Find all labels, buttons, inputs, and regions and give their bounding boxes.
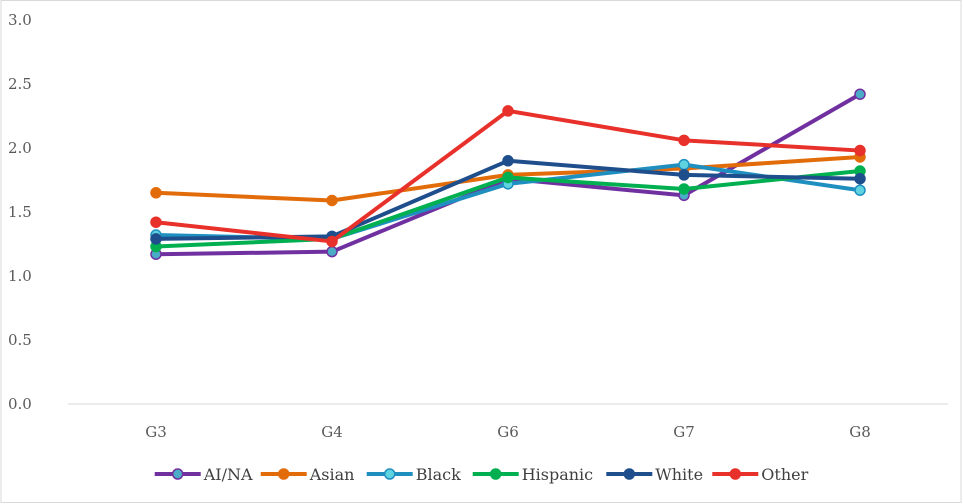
- legend-label: Black: [416, 465, 461, 484]
- legend-item-hispanic: Hispanic: [472, 465, 593, 484]
- data-point-white: [678, 169, 690, 181]
- y-tick-label: 0.0: [8, 395, 32, 413]
- data-point-hispanic: [502, 171, 514, 184]
- x-tick-label: G7: [673, 423, 695, 441]
- data-point-other: [326, 235, 338, 248]
- legend-label: White: [655, 465, 703, 484]
- data-point-other: [854, 144, 866, 157]
- x-tick-label: G3: [145, 423, 167, 441]
- series-layer: [150, 88, 866, 260]
- legend-item-black: Black: [366, 465, 461, 484]
- x-tick-label: G8: [849, 423, 871, 441]
- legend-label: Other: [761, 465, 808, 484]
- legend-swatch-marker: [489, 468, 502, 480]
- data-point-black: [678, 158, 690, 171]
- legend-swatch-marker: [277, 468, 290, 480]
- legend-swatch-marker: [729, 468, 742, 480]
- series-other: [150, 105, 866, 248]
- y-tick-label: 2.5: [8, 75, 32, 93]
- data-point-white: [150, 233, 162, 245]
- legend-item-asian: Asian: [260, 465, 355, 484]
- legend: AI/NA Asian Black Hispanic White Other: [154, 465, 809, 484]
- data-point-black: [854, 184, 866, 196]
- data-point-white: [502, 155, 514, 167]
- legend-item-other: Other: [712, 465, 809, 484]
- data-point-ai-na: [326, 245, 338, 258]
- legend-label: Hispanic: [522, 465, 593, 484]
- y-tick-label: 1.5: [8, 203, 32, 221]
- legend-label: Asian: [309, 465, 355, 484]
- legend-item-white: White: [606, 465, 703, 484]
- y-tick-label: 3.0: [8, 11, 32, 29]
- legend-swatch-marker: [383, 468, 396, 480]
- data-point-other: [502, 105, 514, 117]
- data-point-asian: [150, 187, 162, 199]
- legend-label: AI/NA: [203, 465, 253, 484]
- data-point-ai-na: [854, 88, 866, 100]
- legend-swatch-marker: [171, 468, 184, 480]
- x-tick-label: G4: [321, 423, 343, 441]
- legend-item-ai-na: AI/NA: [154, 465, 253, 484]
- data-point-white: [854, 172, 866, 185]
- data-point-other: [678, 134, 690, 147]
- y-tick-label: 1.0: [8, 267, 32, 285]
- y-tick-label: 2.0: [8, 139, 32, 157]
- axis-layer: 0.0 0.5 1.0 1.5 2.0 2.5 3.0 G3 G4 G6 G7 G8: [8, 11, 948, 441]
- y-tick-label: 0.5: [8, 331, 32, 349]
- data-point-other: [150, 216, 162, 228]
- data-point-hispanic: [678, 183, 690, 195]
- legend-swatch-marker: [623, 468, 636, 480]
- data-point-asian: [326, 194, 338, 207]
- x-tick-label: G6: [497, 423, 519, 441]
